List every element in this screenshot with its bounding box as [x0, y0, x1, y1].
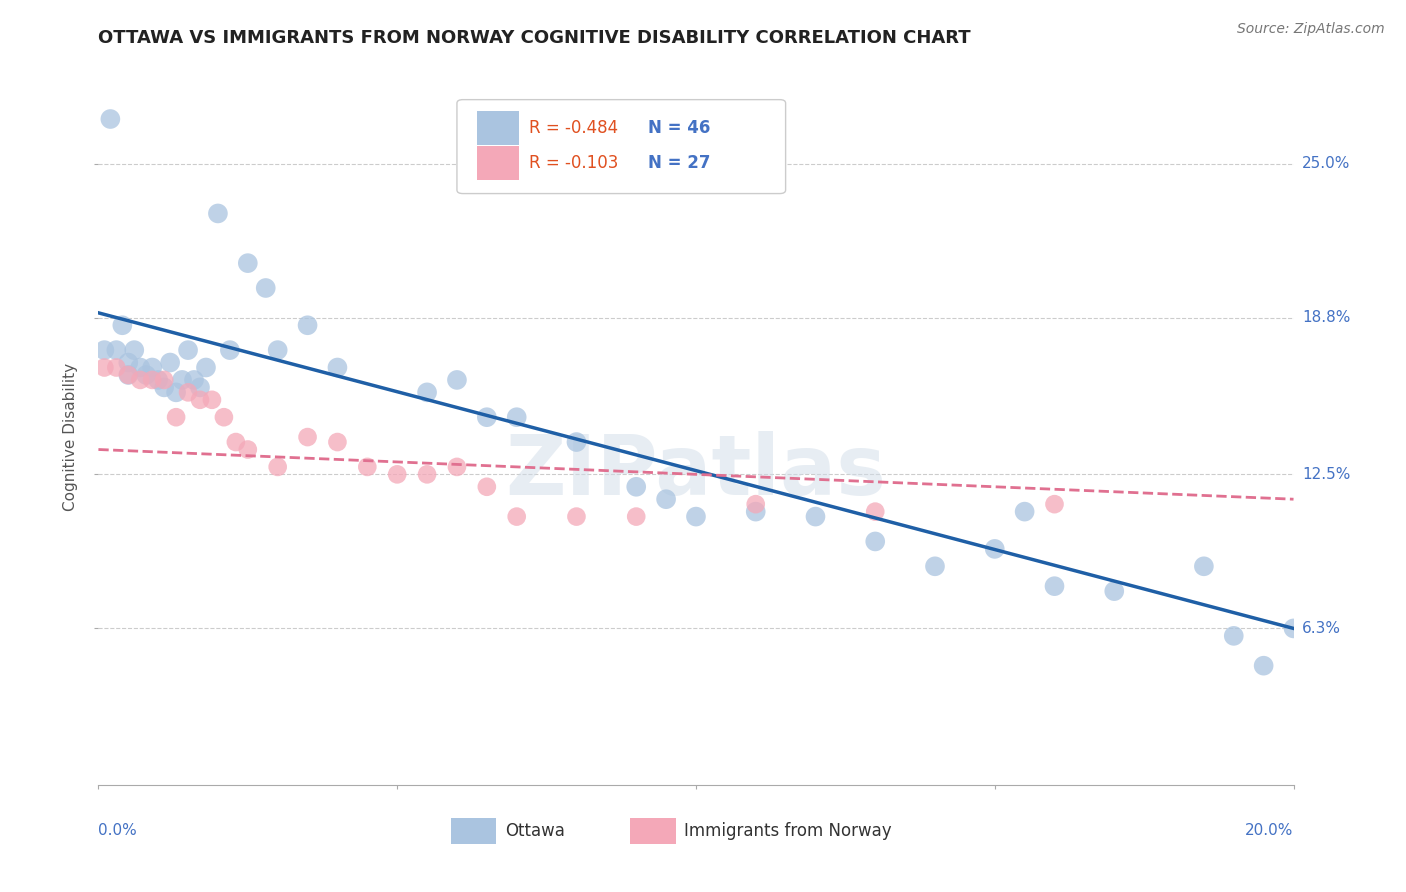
- Point: [297, 318, 319, 333]
- Point: [924, 559, 946, 574]
- Point: [98, 112, 122, 126]
- Point: [416, 385, 439, 400]
- Text: Ottawa: Ottawa: [505, 822, 565, 840]
- Bar: [477, 146, 519, 179]
- Point: [267, 343, 290, 358]
- Point: [188, 392, 211, 407]
- Text: R = -0.103: R = -0.103: [529, 154, 619, 172]
- Text: OTTAWA VS IMMIGRANTS FROM NORWAY COGNITIVE DISABILITY CORRELATION CHART: OTTAWA VS IMMIGRANTS FROM NORWAY COGNITI…: [98, 29, 972, 47]
- Point: [626, 480, 648, 494]
- Point: [93, 360, 115, 375]
- Point: [165, 410, 187, 425]
- Point: [1104, 584, 1126, 599]
- Point: [188, 380, 211, 394]
- Point: [207, 206, 229, 220]
- Text: Source: ZipAtlas.com: Source: ZipAtlas.com: [1237, 22, 1385, 37]
- Point: [201, 392, 224, 407]
- FancyBboxPatch shape: [457, 100, 786, 194]
- Text: 18.8%: 18.8%: [1302, 310, 1350, 326]
- Point: [416, 467, 439, 482]
- Point: [117, 368, 139, 382]
- Point: [626, 509, 648, 524]
- Point: [356, 459, 378, 474]
- Point: [165, 385, 187, 400]
- Point: [117, 355, 139, 369]
- Point: [326, 360, 349, 375]
- Point: [1253, 658, 1275, 673]
- Point: [1014, 505, 1036, 519]
- Text: 0.0%: 0.0%: [98, 823, 138, 838]
- Point: [745, 497, 768, 511]
- Text: 25.0%: 25.0%: [1302, 156, 1350, 171]
- Point: [141, 360, 163, 375]
- Point: [565, 435, 588, 450]
- Bar: [451, 818, 496, 844]
- Point: [565, 509, 588, 524]
- Point: [1223, 629, 1246, 643]
- Point: [124, 343, 146, 358]
- Text: Immigrants from Norway: Immigrants from Norway: [685, 822, 891, 840]
- Point: [1043, 579, 1066, 593]
- Point: [1043, 497, 1066, 511]
- Point: [225, 435, 247, 450]
- Point: [446, 373, 468, 387]
- Point: [148, 373, 170, 387]
- Point: [141, 373, 163, 387]
- Text: N = 46: N = 46: [648, 120, 710, 137]
- Point: [865, 534, 887, 549]
- Point: [506, 410, 529, 425]
- Point: [385, 467, 409, 482]
- Point: [297, 430, 319, 444]
- Point: [254, 281, 277, 295]
- Point: [177, 385, 200, 400]
- Text: ZIPatlas: ZIPatlas: [506, 432, 886, 512]
- Point: [153, 380, 176, 394]
- Text: 20.0%: 20.0%: [1246, 823, 1294, 838]
- Text: R = -0.484: R = -0.484: [529, 120, 617, 137]
- Bar: [477, 112, 519, 145]
- Point: [172, 373, 194, 387]
- Bar: [630, 818, 676, 844]
- Point: [326, 435, 349, 450]
- Point: [655, 492, 678, 507]
- Point: [745, 505, 768, 519]
- Point: [117, 368, 139, 382]
- Point: [105, 360, 128, 375]
- Point: [804, 509, 827, 524]
- Point: [219, 343, 242, 358]
- Point: [153, 373, 176, 387]
- Text: 12.5%: 12.5%: [1302, 467, 1350, 482]
- Point: [267, 459, 290, 474]
- Point: [177, 343, 200, 358]
- Point: [236, 442, 259, 457]
- Point: [475, 480, 498, 494]
- Point: [1192, 559, 1215, 574]
- Point: [685, 509, 707, 524]
- Y-axis label: Cognitive Disability: Cognitive Disability: [63, 363, 79, 511]
- Point: [446, 459, 468, 474]
- Point: [506, 509, 529, 524]
- Point: [129, 373, 152, 387]
- Point: [105, 343, 128, 358]
- Point: [1282, 621, 1305, 635]
- Point: [865, 505, 887, 519]
- Point: [129, 360, 152, 375]
- Point: [212, 410, 235, 425]
- Text: N = 27: N = 27: [648, 154, 710, 172]
- Point: [135, 368, 157, 382]
- Point: [475, 410, 498, 425]
- Point: [984, 541, 1007, 556]
- Point: [111, 318, 134, 333]
- Point: [159, 355, 181, 369]
- Point: [236, 256, 259, 270]
- Point: [183, 373, 205, 387]
- Text: 6.3%: 6.3%: [1302, 621, 1341, 636]
- Point: [93, 343, 115, 358]
- Point: [195, 360, 218, 375]
